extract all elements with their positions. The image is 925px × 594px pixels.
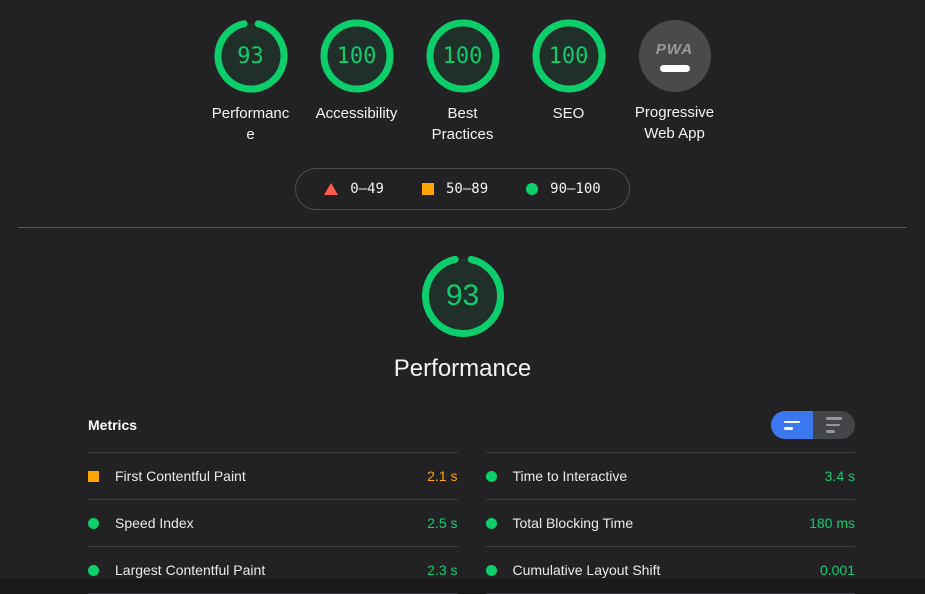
metric-value: 2.1 s: [427, 468, 458, 484]
metrics-column-right: Time to Interactive 3.4 s Total Blocking T…: [485, 452, 855, 594]
score-value: 100: [442, 43, 483, 69]
score-item-best-practices[interactable]: 100 Best Practices: [410, 19, 516, 145]
category-title: Performance: [393, 355, 532, 382]
condensed-view-button[interactable]: [771, 411, 813, 439]
metric-value: 3.4 s: [824, 468, 855, 484]
metric-row-time-to-interactive: Time to Interactive 3.4 s: [485, 452, 855, 499]
score-label: Progressive Web App: [634, 104, 715, 142]
average-square-icon: [421, 183, 434, 195]
performance-score-value: 93: [445, 279, 480, 312]
metric-value: 2.3 s: [427, 562, 458, 578]
score-value: 100: [336, 43, 377, 69]
footer-strip: [0, 579, 925, 587]
metric-row-speed-index: Speed Index 2.5 s: [88, 499, 458, 546]
pass-circle-icon: [88, 564, 99, 576]
metric-name: Speed Index: [115, 515, 194, 531]
metric-value: 0.001: [819, 562, 855, 578]
average-square-icon: [88, 470, 99, 482]
pass-circle-icon: [485, 470, 497, 482]
expanded-view-icon: [825, 417, 843, 433]
pass-circle-icon: [526, 183, 539, 195]
score-gauge: 100: [426, 19, 500, 93]
metrics-header: Metrics: [88, 410, 855, 440]
score-gauge: 100: [532, 19, 606, 93]
legend-range: 90–100: [550, 181, 601, 197]
pass-circle-icon: [485, 564, 497, 576]
section-divider: [18, 227, 907, 228]
legend-item: 90–100: [526, 181, 601, 197]
score-item-progressive-web-app[interactable]: PWA Progressive Web App: [622, 19, 728, 145]
score-value: 93: [237, 43, 264, 69]
score-gauge: 100: [320, 19, 394, 93]
expanded-view-button[interactable]: [813, 411, 855, 439]
score-label: SEO: [552, 105, 585, 122]
metrics-section: Metrics First Contentful: [88, 410, 855, 594]
score-label: Performance: [211, 105, 290, 143]
score-label: Best Practices: [431, 105, 494, 143]
metrics-column-left: First Contentful Paint 2.1 s Speed Index 2.…: [88, 452, 458, 594]
score-value: 100: [548, 43, 589, 69]
pwa-dash-icon: [659, 64, 690, 72]
metric-value: 180 ms: [809, 515, 855, 531]
performance-summary: 93 Performance: [0, 254, 925, 383]
score-gauges-row: 93 Performance 100 Accessibility 100 Best Pra…: [0, 0, 925, 145]
metric-name: Largest Contentful Paint: [115, 562, 266, 578]
pwa-logo-text: PWA: [655, 40, 694, 58]
metrics-view-toggle: [771, 411, 855, 439]
score-label: Accessibility: [315, 105, 398, 122]
pwa-badge-icon: PWA: [638, 20, 711, 92]
legend-item: 0–49: [324, 181, 384, 197]
score-gauge: 93: [214, 19, 288, 93]
fail-triangle-icon: [324, 183, 339, 195]
legend-range: 50–89: [445, 181, 489, 197]
metrics-heading: Metrics: [88, 417, 138, 433]
metrics-grid: First Contentful Paint 2.1 s Speed Index 2.…: [88, 452, 855, 594]
score-item-performance[interactable]: 93 Performance: [198, 19, 304, 145]
condensed-view-icon: [783, 420, 801, 430]
score-scale-legend: 0–49 50–89 90–100: [295, 168, 630, 210]
legend-range: 0–49: [350, 181, 384, 197]
performance-score-gauge: 93: [421, 254, 505, 338]
metric-name: Cumulative Layout Shift: [512, 562, 661, 578]
metric-row-total-blocking-time: Total Blocking Time 180 ms: [485, 499, 855, 546]
metric-value: 2.5 s: [427, 515, 458, 531]
score-item-accessibility[interactable]: 100 Accessibility: [304, 19, 410, 145]
score-item-seo[interactable]: 100 SEO: [516, 19, 622, 145]
legend-item: 50–89: [421, 181, 489, 197]
pass-circle-icon: [88, 517, 99, 529]
metric-name: Time to Interactive: [512, 468, 628, 484]
metric-row-cumulative-layout-shift: Cumulative Layout Shift 0.001: [485, 546, 855, 594]
metric-row-first-contentful-paint: First Contentful Paint 2.1 s: [88, 452, 458, 499]
pass-circle-icon: [485, 517, 497, 529]
metric-name: First Contentful Paint: [115, 468, 246, 484]
metric-name: Total Blocking Time: [512, 515, 634, 531]
